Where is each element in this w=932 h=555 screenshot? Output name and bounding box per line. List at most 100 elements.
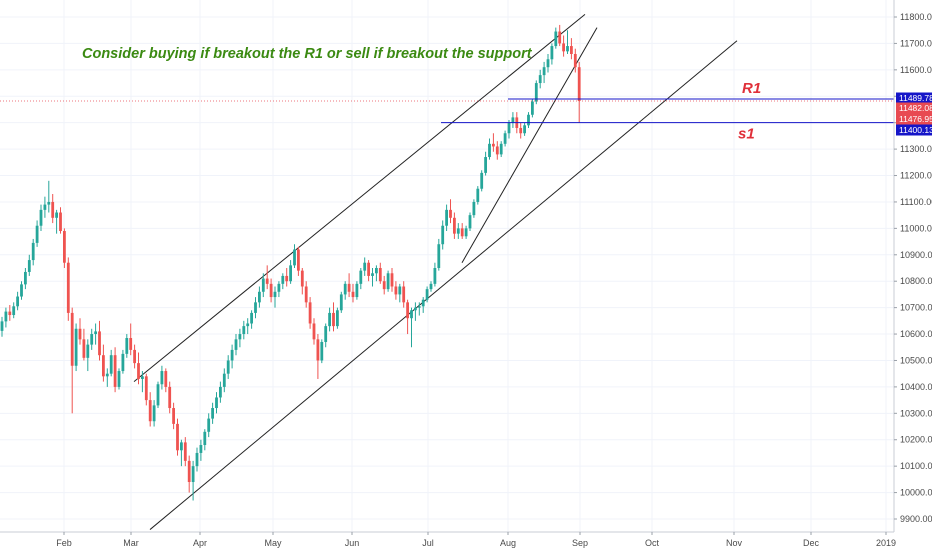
xtick-label: Aug — [500, 538, 516, 548]
candle-body — [386, 273, 390, 290]
price-tag-bg — [896, 124, 932, 136]
candle-body — [250, 312, 253, 324]
ytick-label: 11200.00 — [900, 171, 932, 181]
level-label-s1: s1 — [738, 126, 755, 143]
ytick-label: 10000.00 — [900, 488, 932, 498]
candle-body — [215, 397, 218, 409]
ytick-label: 11600.00 — [900, 65, 932, 75]
candle-body — [402, 286, 406, 303]
candle-body — [63, 231, 66, 263]
candle-body — [55, 212, 58, 218]
time-axis-background — [0, 532, 932, 550]
candle-body — [308, 302, 312, 324]
candle-body — [394, 286, 398, 295]
candle-body — [378, 268, 382, 282]
candle-body — [538, 75, 542, 84]
xtick-label: Dec — [803, 538, 820, 548]
candle-body — [4, 311, 8, 322]
candle-body — [577, 67, 581, 101]
candle-body — [566, 46, 569, 52]
candle-body — [98, 331, 101, 356]
xtick-label: Feb — [56, 538, 72, 548]
candle-body — [304, 286, 308, 303]
candle-body — [300, 270, 304, 287]
candle-body — [78, 328, 82, 340]
candle-body — [269, 283, 273, 298]
candle-body — [168, 386, 172, 409]
candle-body — [141, 376, 144, 379]
candle-body — [297, 249, 300, 271]
candle-body — [417, 306, 421, 308]
candle-body — [347, 283, 351, 292]
level-label-R1: R1 — [742, 80, 761, 97]
candle-body — [183, 442, 187, 461]
candle-body — [343, 283, 347, 295]
candle-body — [495, 146, 499, 155]
candle-body — [464, 228, 468, 237]
price-tag-bg — [896, 92, 932, 104]
candle-body — [230, 349, 234, 361]
ytick-label: 11100.00 — [900, 197, 932, 207]
candle-body — [105, 373, 109, 377]
candle-body — [371, 273, 374, 276]
candle-body — [476, 188, 480, 202]
candle-body — [164, 371, 168, 387]
candle-body — [12, 306, 16, 316]
ytick-label: 10800.00 — [900, 276, 932, 286]
candle-body — [8, 311, 12, 316]
candle-body — [445, 209, 448, 226]
candle-body — [238, 334, 242, 340]
xtick-label: Nov — [726, 538, 743, 548]
candle-body — [339, 294, 343, 311]
candle-body — [203, 431, 207, 446]
candle-body — [277, 283, 281, 292]
candle-body — [172, 408, 175, 424]
candle-body — [152, 405, 156, 422]
candle-body — [359, 270, 363, 284]
candle-body — [414, 307, 417, 311]
candle-body — [519, 127, 523, 134]
candle-body — [336, 310, 339, 327]
ytick-label: 11300.00 — [900, 144, 932, 154]
candle-body — [82, 339, 86, 358]
candle-body — [527, 114, 530, 126]
price-tag-bg — [896, 102, 932, 114]
ytick-label: 10400.00 — [900, 382, 932, 392]
candle-body — [191, 466, 195, 483]
candle-body — [499, 143, 503, 155]
ytick-label: 10300.00 — [900, 408, 932, 418]
chart-annotation: Consider buying if breakout the R1 or se… — [82, 46, 533, 62]
candle-body — [199, 445, 203, 453]
candle-body — [480, 172, 484, 189]
candle-body — [148, 400, 152, 422]
candle-body — [133, 349, 136, 364]
ytick-label: 11800.00 — [900, 12, 932, 22]
candle-body — [226, 360, 230, 374]
candle-body — [156, 384, 160, 406]
ytick-label: 9900.00 — [900, 514, 932, 524]
candle-body — [16, 296, 19, 307]
candle-body — [398, 286, 402, 295]
candle-body — [211, 408, 214, 419]
candle-body — [261, 278, 265, 292]
xtick-label: Jun — [345, 538, 360, 548]
candle-body — [47, 201, 51, 205]
candle-body — [507, 122, 511, 134]
candle-body — [144, 376, 148, 401]
candle-body — [351, 291, 355, 298]
candle-body — [390, 273, 394, 287]
xtick-label: Mar — [123, 538, 139, 548]
price-tag-label: 11476.95 — [899, 114, 932, 124]
candle-body — [355, 283, 359, 298]
candle-body — [573, 53, 577, 68]
candle-body — [562, 43, 565, 52]
xtick-label: 2019 — [876, 538, 896, 548]
candle-body — [51, 201, 55, 218]
candle-body — [94, 331, 97, 335]
candle-body — [410, 310, 413, 319]
candle-body — [429, 283, 433, 290]
candle-body — [558, 31, 562, 44]
